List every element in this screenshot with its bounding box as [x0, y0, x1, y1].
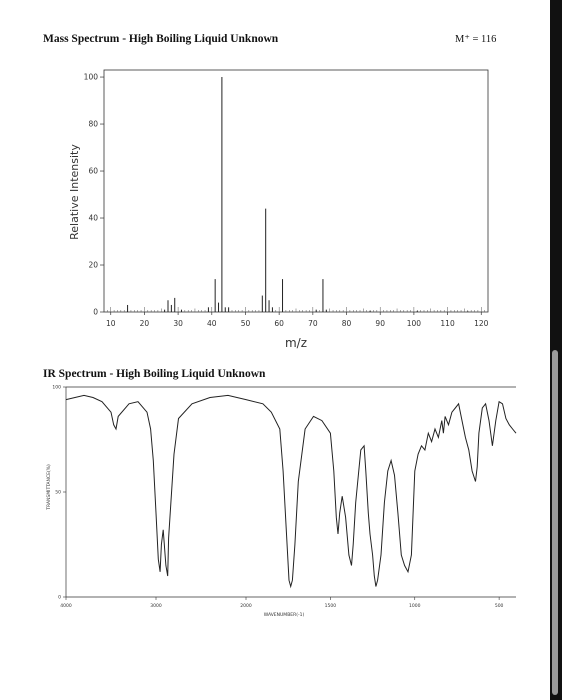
ms-y-tick-label: 0 [93, 308, 98, 317]
ms-x-tick-label: 30 [173, 319, 183, 328]
ir-x-tick-label: 3000 [150, 603, 162, 609]
ms-y-tick-label: 20 [88, 261, 98, 270]
ms-y-tick-label: 100 [84, 73, 99, 82]
ms-x-tick-label: 80 [342, 319, 352, 328]
ir-y-tick-label: 100 [52, 385, 61, 391]
ir-y-tick-label: 0 [58, 595, 61, 601]
ir-y-tick-label: 50 [55, 490, 61, 496]
ms-y-tick-label: 60 [88, 167, 98, 176]
ms-y-tick-label: 80 [88, 120, 98, 129]
vertical-scrollbar[interactable] [552, 350, 558, 695]
ms-x-tick-label: 120 [474, 319, 489, 328]
ir-x-tick-label: 2000 [240, 603, 252, 609]
ms-x-tick-label: 40 [207, 319, 217, 328]
ir-x-tick-label: 1500 [325, 603, 337, 609]
ms-x-tick-label: 50 [241, 319, 251, 328]
ms-x-axis-label: m/z [285, 336, 307, 350]
ms-x-tick-label: 10 [106, 319, 116, 328]
ms-x-tick-label: 20 [140, 319, 150, 328]
ir-spectrum-chart: 4000 3000 2000 1500 1000 500 0 50 100 WAVENUMBER… [46, 385, 517, 618]
ms-y-tick-label: 40 [88, 214, 98, 223]
ms-x-tick-label: 90 [375, 319, 385, 328]
ir-x-tick-label: 4000 [60, 603, 72, 609]
ir-y-axis-label: TRANSMITTANCE(%) [46, 464, 52, 511]
ms-y-axis-label: Relative Intensity [68, 144, 81, 240]
ms-x-tick-label: 60 [274, 319, 284, 328]
ir-x-tick-label: 1000 [409, 603, 421, 609]
ir-x-tick-label: 500 [495, 603, 504, 609]
ir-transmittance-line [65, 394, 517, 589]
document-page: Mass Spectrum - High Boiling Liquid Unkn… [0, 0, 550, 700]
ms-x-tick-label: 100 [407, 319, 422, 328]
ms-x-tick-label: 70 [308, 319, 318, 328]
ms-x-tick-label: 110 [440, 319, 455, 328]
molecular-ion-label: M⁺ = 116 [455, 34, 497, 45]
ir-spectrum-title: IR Spectrum - High Boiling Liquid Unknow… [43, 368, 266, 380]
mass-spectrum-title: Mass Spectrum - High Boiling Liquid Unkn… [43, 33, 279, 45]
mass-spectrum-chart: 10 20 30 40 50 60 70 80 90 100 110 120020406080100 … [68, 69, 489, 350]
ir-x-axis-label: WAVENUMBER(-1) [264, 612, 305, 618]
